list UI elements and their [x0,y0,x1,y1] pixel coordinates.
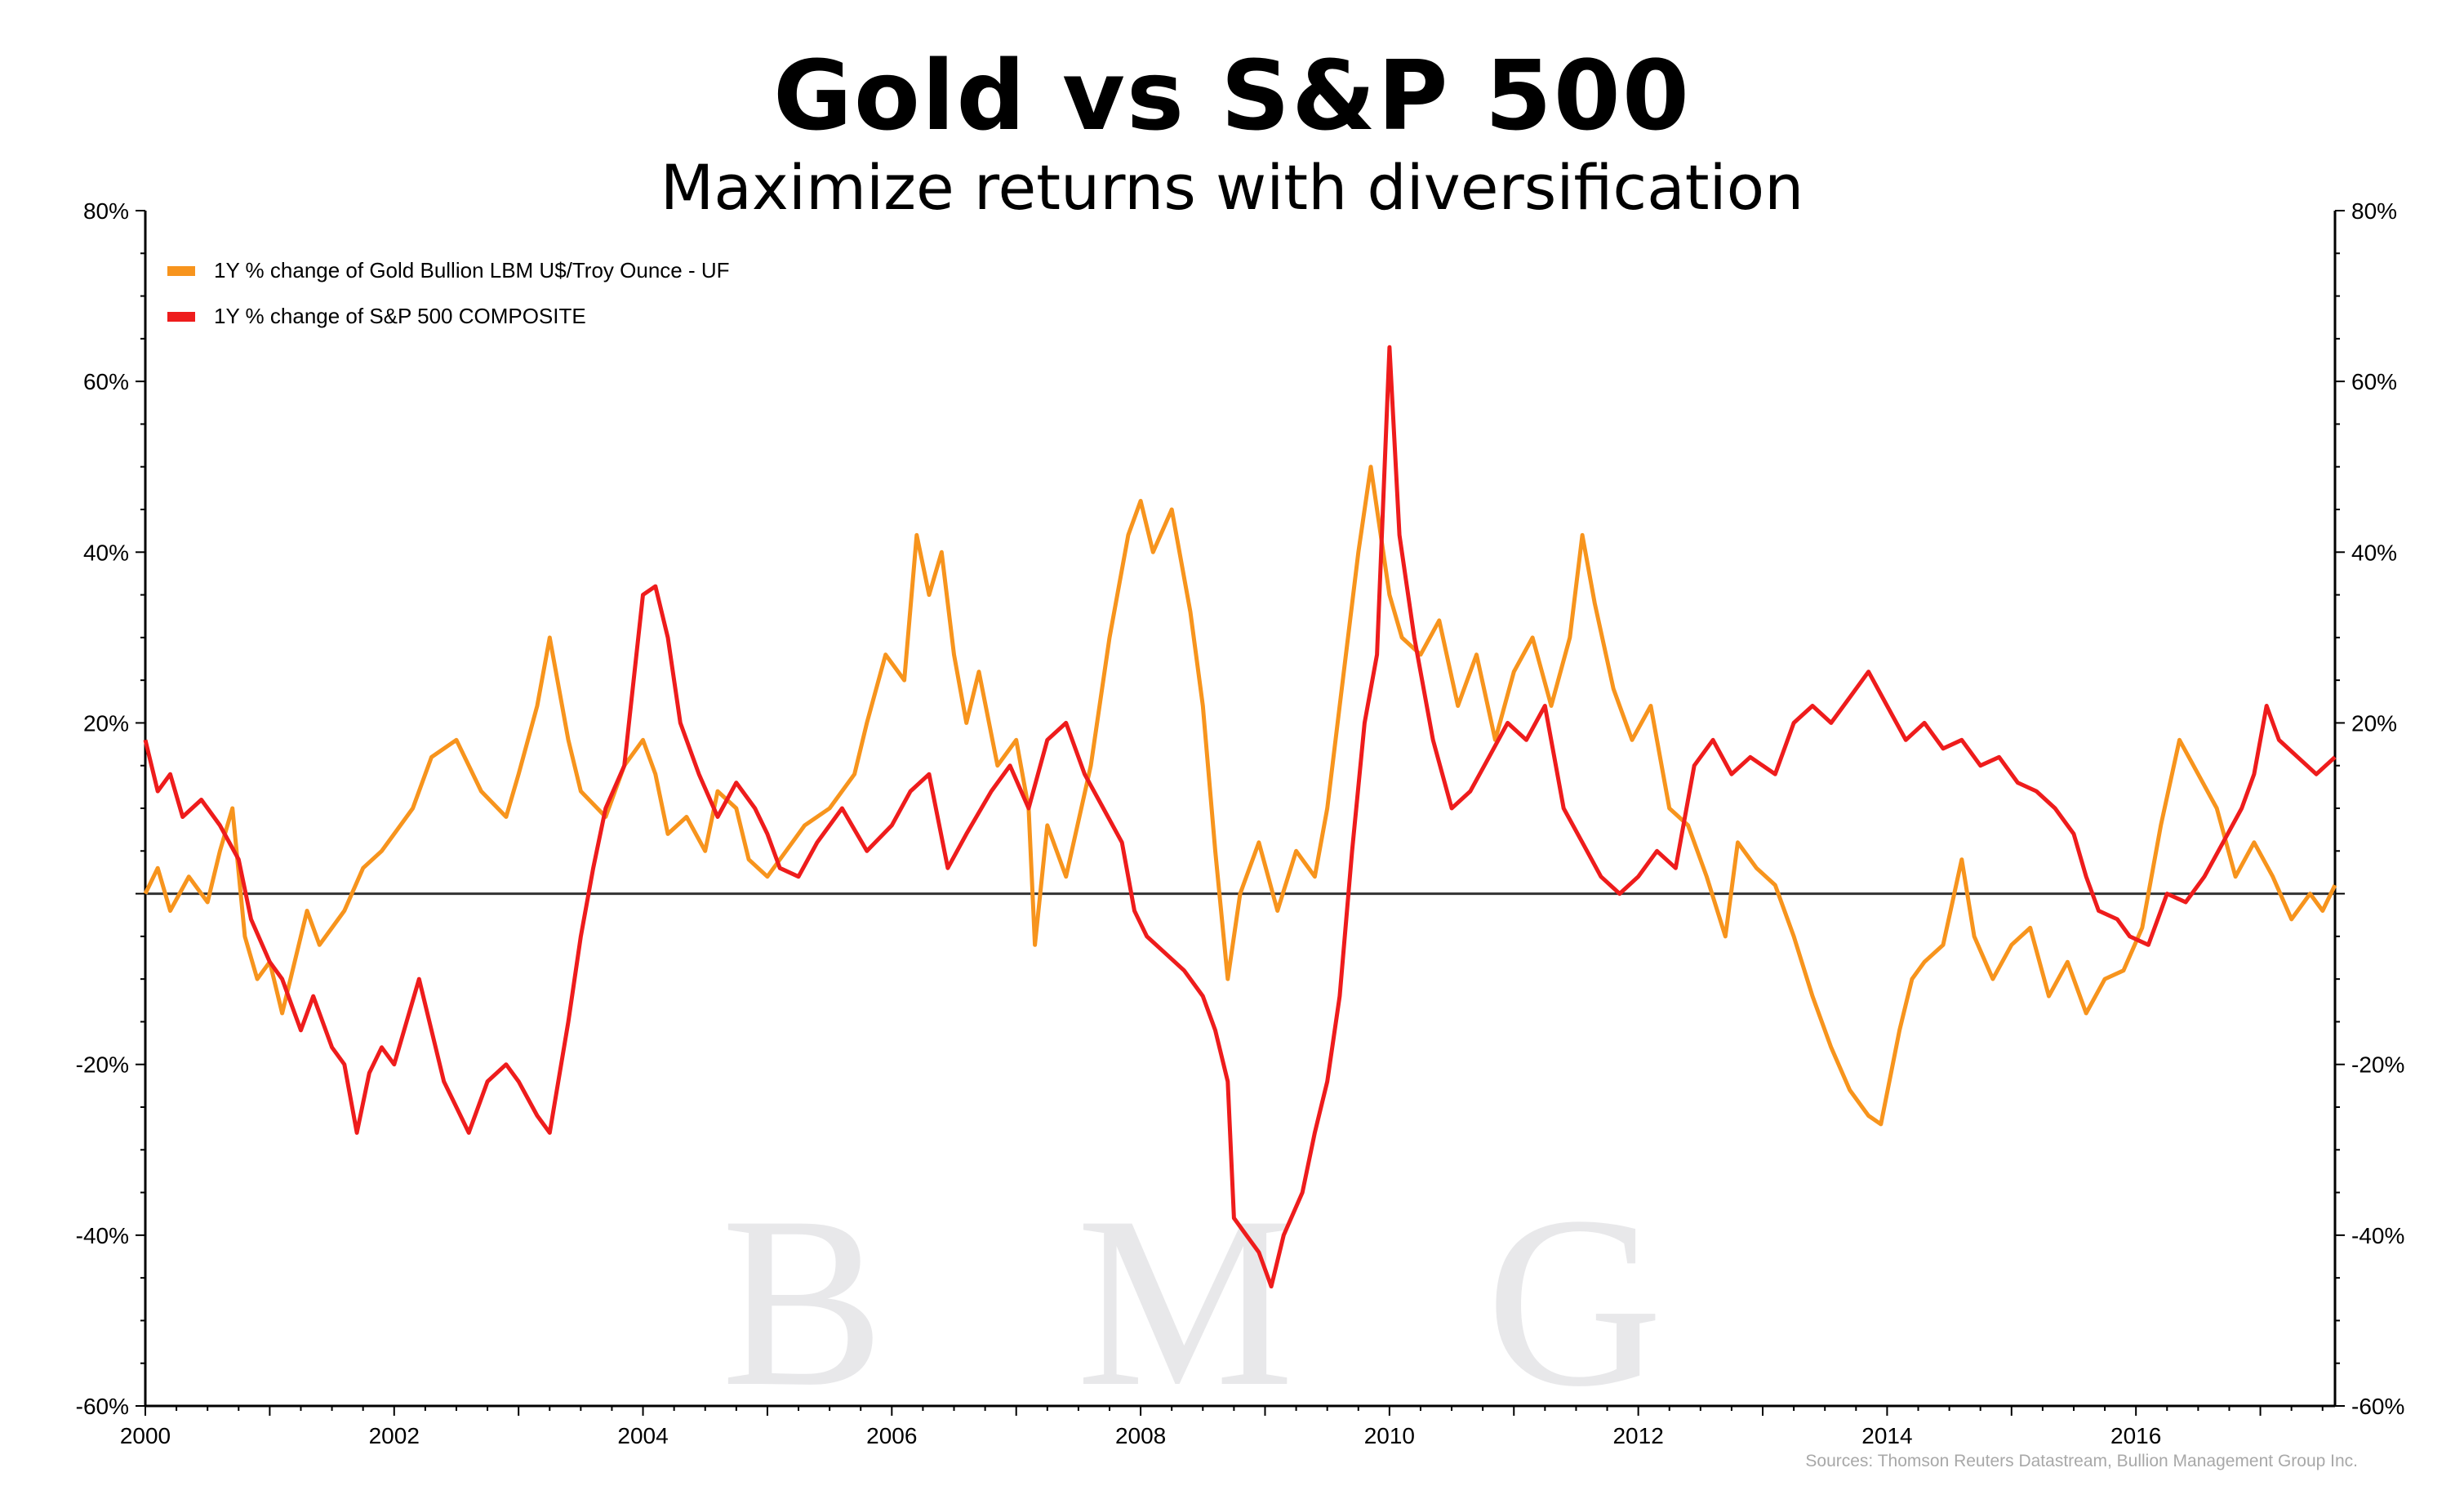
y-tick-label-right: -40% [2351,1223,2404,1248]
y-tick-label-left: -40% [76,1223,129,1248]
gold-series-line [143,465,2337,1127]
legend-swatch [167,312,195,322]
legend-swatch [167,266,195,276]
y-tick-label-right: 40% [2351,540,2397,565]
y-tick-label-left: 60% [83,369,129,394]
x-tick-label: 2014 [1861,1423,1912,1448]
legend-label: 1Y % change of S&P 500 COMPOSITE [214,304,586,328]
y-tick-label-right: 20% [2351,710,2397,736]
sp500-series-line [143,345,2337,1289]
y-tick-label-right: -20% [2351,1052,2404,1078]
x-tick-label: 2004 [617,1423,668,1448]
x-tick-label: 2008 [1115,1423,1166,1448]
y-tick-label-right: 80% [2351,198,2397,224]
y-tick-label-left: 20% [83,710,129,736]
x-tick-label: 2016 [2110,1423,2161,1448]
y-tick-label-right: -60% [2351,1394,2404,1419]
x-tick-label: 2012 [1612,1423,1663,1448]
y-tick-label-left: -60% [76,1394,129,1419]
chart-legend: 1Y % change of Gold Bullion LBM U$/Troy … [167,258,730,328]
y-tick-label-left: 80% [83,198,129,224]
x-tick-label: 2000 [120,1423,171,1448]
x-tick-label: 2010 [1364,1423,1415,1448]
y-tick-label-left: 40% [83,540,129,565]
y-tick-label-left: -20% [76,1052,129,1078]
chart-title: Gold vs S&P 500 [773,39,1691,152]
chart-axes: -60% -60% -40% -40% -20% -20% 20% 20% 40% 40% 60% 6… [76,198,2405,1448]
x-tick-label: 2006 [866,1423,917,1448]
watermark-text: B M G [721,1166,1728,1437]
x-tick-label: 2002 [369,1423,420,1448]
y-tick-label-right: 60% [2351,369,2397,394]
legend-label: 1Y % change of Gold Bullion LBM U$/Troy … [214,258,730,282]
source-note: Sources: Thomson Reuters Datastream, Bul… [1805,1452,2358,1470]
chart-subtitle: Maximize returns with diversification [660,151,1804,224]
chart-series [143,345,2337,1289]
